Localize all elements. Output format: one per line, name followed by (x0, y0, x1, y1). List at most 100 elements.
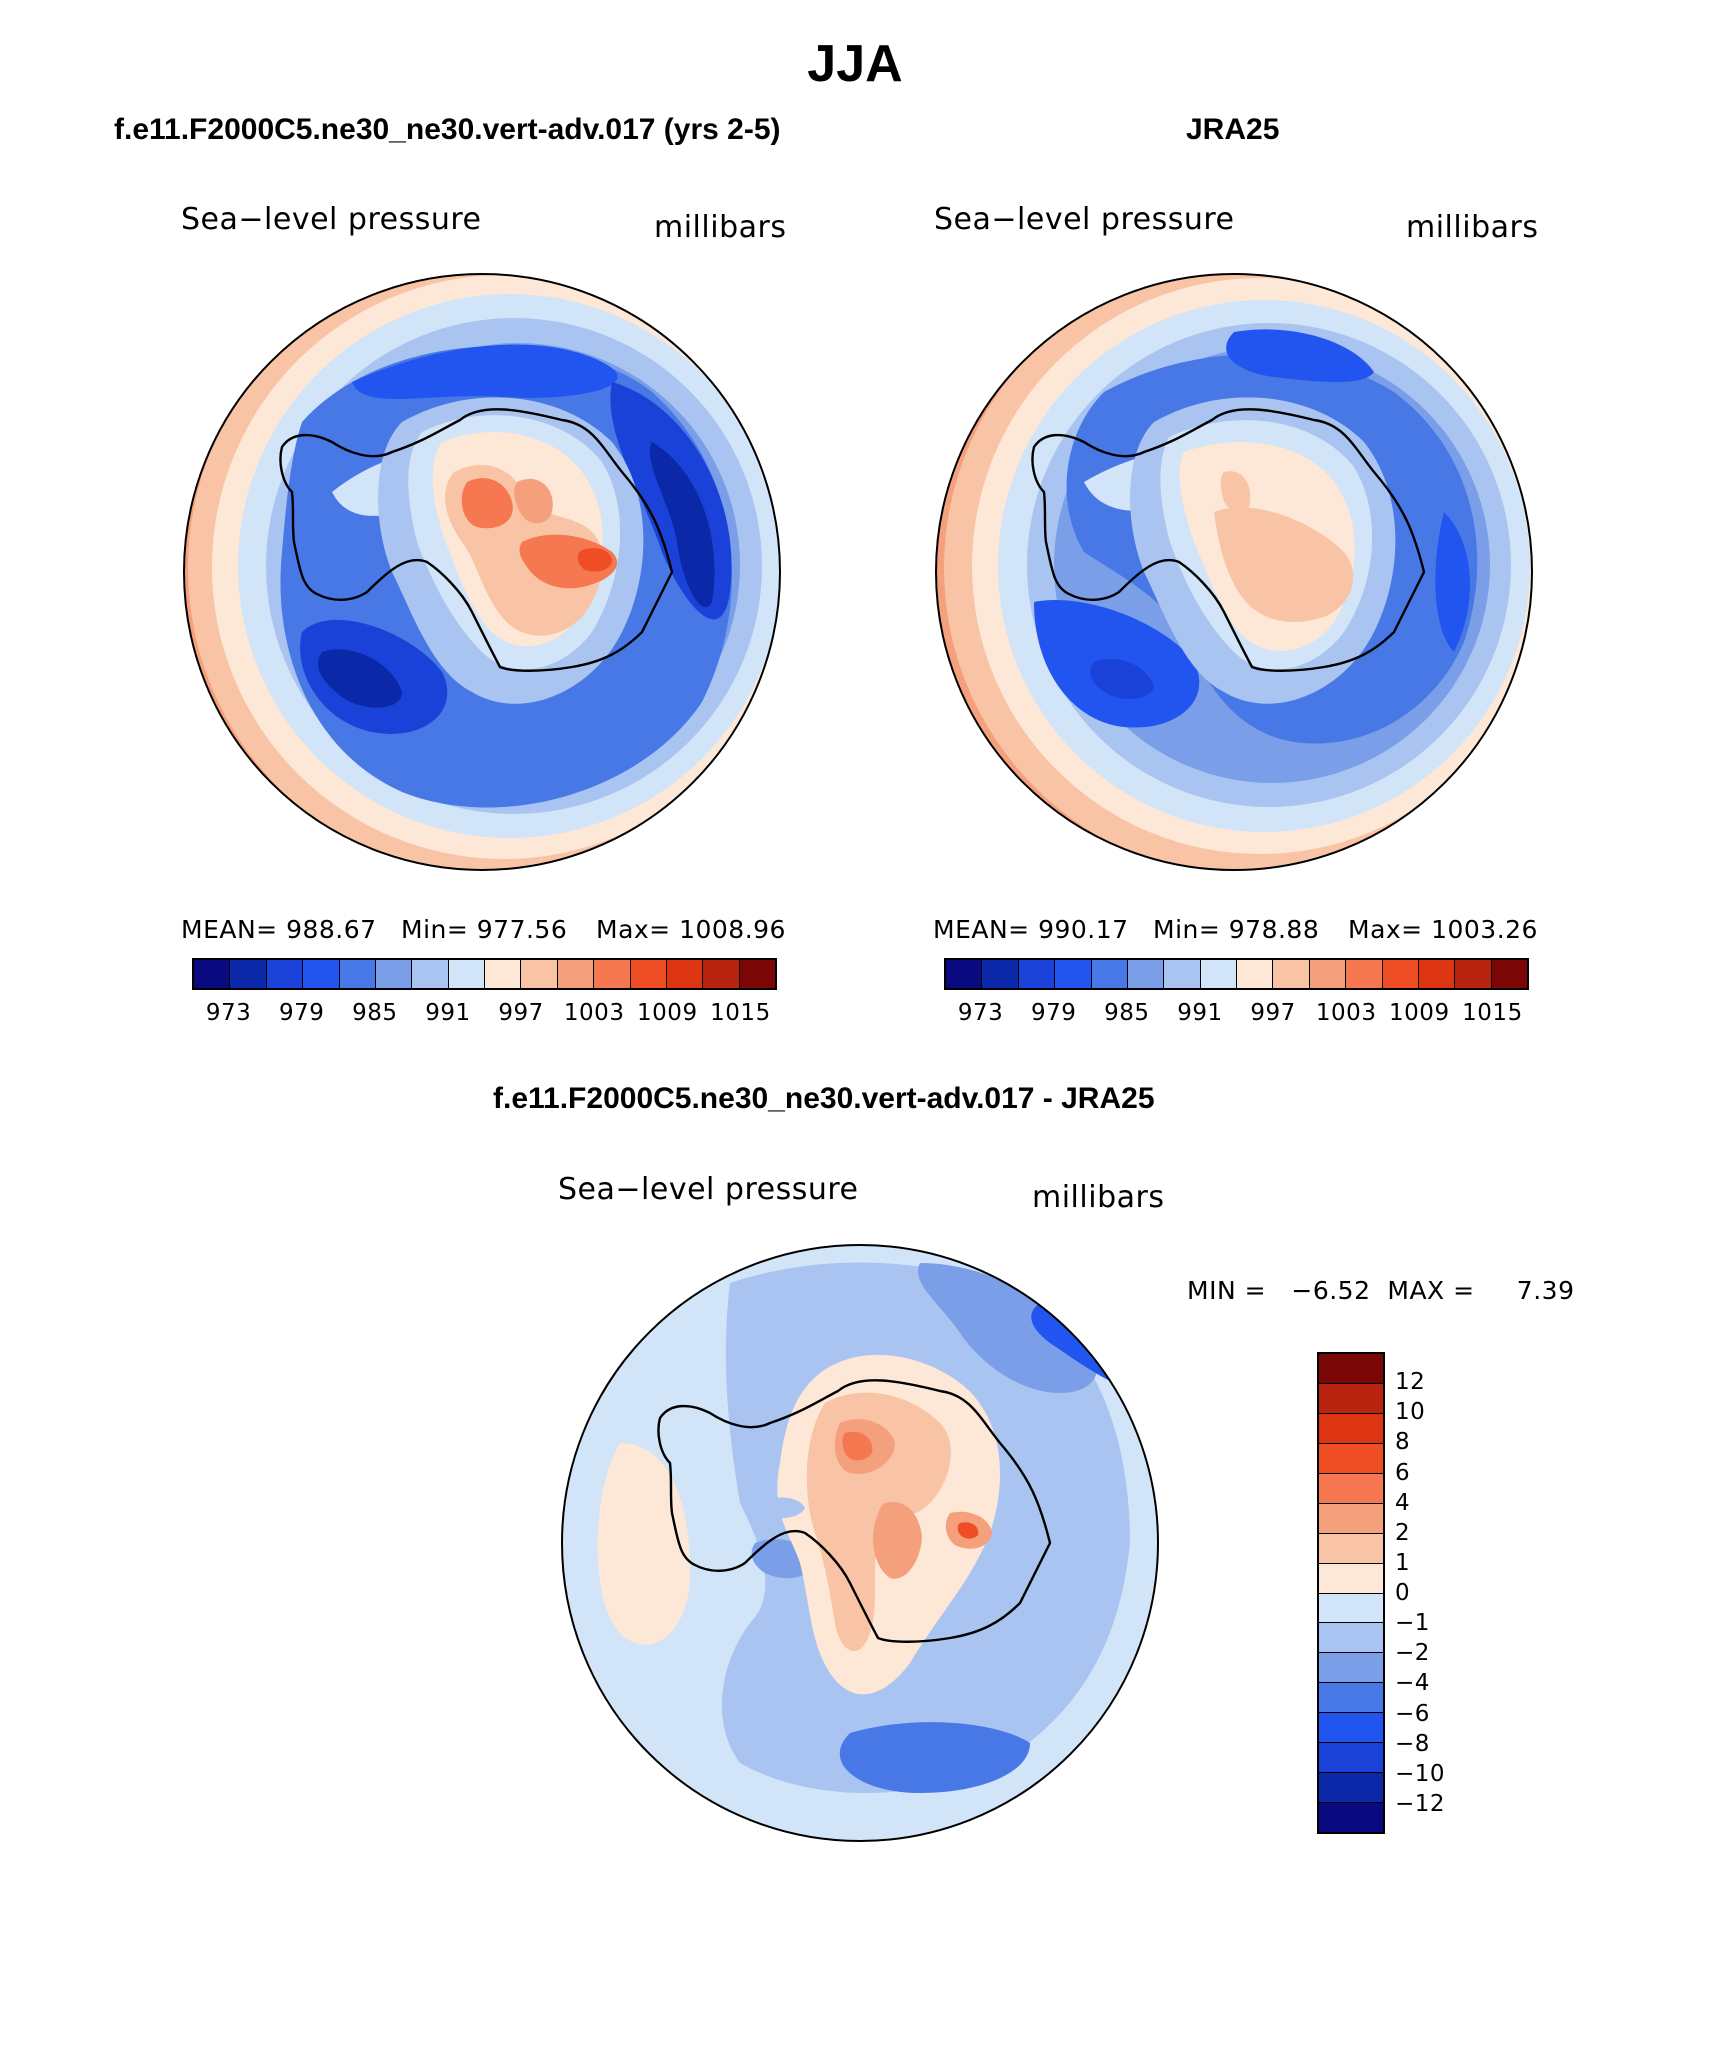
panel1-colorbar-label: 997 (498, 1000, 544, 1026)
diff-colorbar-swatch (1319, 1653, 1383, 1684)
diff-colorbar (1317, 1352, 1385, 1834)
panel2-colorbar-labels: 973 979 985 991 997 1003 1009 1015 (944, 1000, 1529, 1030)
diff-heading: f.e11.F2000C5.ne30_ne30.vert-adv.017 - J… (493, 1082, 1155, 1115)
diff-colorbar-label: 4 (1395, 1489, 1411, 1516)
panel2-colorbar-swatch (1091, 960, 1128, 988)
panel1-colorbar-swatch (194, 960, 231, 988)
panel2-colorbar-swatch (1127, 960, 1165, 988)
diff-colorbar-swatch (1319, 1533, 1383, 1564)
panel1-colorbar-swatch (594, 960, 631, 988)
figure-title: JJA (807, 35, 903, 93)
diff-colorbar-label: −12 (1395, 1790, 1446, 1817)
panel1-colorbar-swatch (630, 960, 667, 988)
panel2-colorbar-swatch (1200, 960, 1237, 988)
panel1-colorbar-label: 991 (425, 1000, 471, 1026)
diff-colorbar-label: 10 (1395, 1399, 1426, 1426)
panel1-colorbar-swatch (557, 960, 595, 988)
panel2-colorbar-swatch (1237, 960, 1274, 988)
diff-colorbar-swatch (1319, 1413, 1383, 1444)
panel1-colorbar-swatch (739, 960, 775, 988)
panel2-mean: MEAN= 990.17 (933, 915, 1129, 944)
panel2-map (935, 273, 1533, 871)
panel2-colorbar (944, 958, 1529, 990)
diff-colorbar-label: −8 (1395, 1730, 1430, 1757)
panel1-colorbar-label: 973 (205, 1000, 252, 1026)
diff-colorbar-swatch (1319, 1683, 1383, 1714)
panel1-colorbar-label: 979 (278, 1000, 325, 1026)
panel2-variable: Sea−level pressure (934, 202, 1235, 237)
panel2-colorbar-swatch (1055, 960, 1092, 988)
diff-colorbar-swatch (1319, 1623, 1383, 1654)
diff-map (561, 1244, 1159, 1842)
panel2-heading: JRA25 (1186, 113, 1280, 146)
panel2-colorbar-swatch (1455, 960, 1492, 988)
diff-colorbar-label: −2 (1395, 1640, 1430, 1667)
diff-colorbar-label: 1 (1395, 1549, 1411, 1576)
diff-colorbar-label: −6 (1395, 1700, 1430, 1727)
diff-colorbar-swatch (1319, 1743, 1383, 1774)
panel2-colorbar-label: 973 (957, 1000, 1004, 1026)
diff-colorbar-label: 12 (1395, 1369, 1426, 1396)
diff-colorbar-swatch (1319, 1713, 1383, 1744)
panel1-mean: MEAN= 988.67 (181, 915, 377, 944)
diff-coastline (657, 1379, 1052, 1643)
panel2-colorbar-swatch (982, 960, 1019, 988)
diff-colorbar-labels: 12 10 8 6 4 2 1 0 −1 −2 −4 −6 −8 −10 −12 (1395, 1352, 1475, 1834)
diff-colorbar-swatch (1319, 1773, 1383, 1804)
panel2-colorbar-label: 985 (1104, 1000, 1150, 1026)
panel1-colorbar-label: 1015 (710, 1000, 771, 1026)
panel1-colorbar-labels: 973 979 985 991 997 1003 1009 1015 (192, 1000, 777, 1030)
panel1-colorbar-swatch (266, 960, 304, 988)
panel1-min: Min= 977.56 (401, 915, 568, 944)
diff-units: millibars (1032, 1180, 1165, 1215)
panel2-colorbar-label: 1003 (1315, 1000, 1377, 1026)
panel2-min: Min= 978.88 (1153, 915, 1320, 944)
diff-colorbar-swatch (1319, 1593, 1383, 1624)
panel2-colorbar-label: 1009 (1389, 1000, 1450, 1026)
panel1-variable: Sea−level pressure (181, 202, 482, 237)
panel2-colorbar-swatch (1164, 960, 1201, 988)
panel1-colorbar-swatch (703, 960, 740, 988)
diff-colorbar-swatch (1319, 1354, 1383, 1384)
panel2-colorbar-swatch (946, 960, 983, 988)
panel1-colorbar (192, 958, 777, 990)
panel1-colorbar-swatch (412, 960, 449, 988)
panel2-units: millibars (1406, 210, 1539, 245)
panel1-colorbar-label: 985 (352, 1000, 398, 1026)
panel1-colorbar-swatch (521, 960, 558, 988)
panel2-colorbar-label: 1015 (1462, 1000, 1523, 1026)
diff-colorbar-swatch (1319, 1503, 1383, 1534)
diff-colorbar-label: 2 (1395, 1519, 1411, 1546)
diff-colorbar-swatch (1319, 1473, 1383, 1504)
panel1-colorbar-swatch (666, 960, 704, 988)
panel2-max: Max= 1003.26 (1348, 915, 1538, 944)
panel2-colorbar-swatch (1018, 960, 1056, 988)
panel2-colorbar-swatch (1491, 960, 1527, 988)
panel1-colorbar-swatch (303, 960, 340, 988)
diff-minmax: MIN = −6.52 MAX = 7.39 (1187, 1276, 1575, 1305)
panel2-colorbar-label: 991 (1177, 1000, 1223, 1026)
panel1-units: millibars (654, 210, 787, 245)
panel1-colorbar-swatch (339, 960, 376, 988)
diff-colorbar-label: −4 (1395, 1670, 1430, 1697)
diff-colorbar-label: 6 (1395, 1459, 1411, 1486)
panel2-colorbar-label: 997 (1250, 1000, 1296, 1026)
panel2-colorbar-swatch (1418, 960, 1456, 988)
panel2-colorbar-label: 979 (1030, 1000, 1077, 1026)
diff-colorbar-swatch (1319, 1383, 1383, 1414)
diff-variable: Sea−level pressure (558, 1172, 859, 1207)
panel2-colorbar-swatch (1309, 960, 1347, 988)
diff-colorbar-label: 0 (1395, 1580, 1411, 1606)
panel1-heading: f.e11.F2000C5.ne30_ne30.vert-adv.017 (yr… (114, 113, 781, 146)
diff-colorbar-swatch (1319, 1443, 1383, 1474)
diff-colorbar-swatch (1319, 1803, 1383, 1832)
panel1-colorbar-label: 1009 (637, 1000, 698, 1026)
diff-colorbar-label: 8 (1395, 1429, 1411, 1456)
diff-colorbar-label: −1 (1395, 1610, 1430, 1637)
diff-colorbar-label: −10 (1395, 1760, 1446, 1787)
panel2-colorbar-swatch (1273, 960, 1310, 988)
panel2-colorbar-swatch (1382, 960, 1419, 988)
panel1-colorbar-label: 1003 (563, 1000, 625, 1026)
panel1-colorbar-swatch (230, 960, 267, 988)
panel1-max: Max= 1008.96 (596, 915, 786, 944)
